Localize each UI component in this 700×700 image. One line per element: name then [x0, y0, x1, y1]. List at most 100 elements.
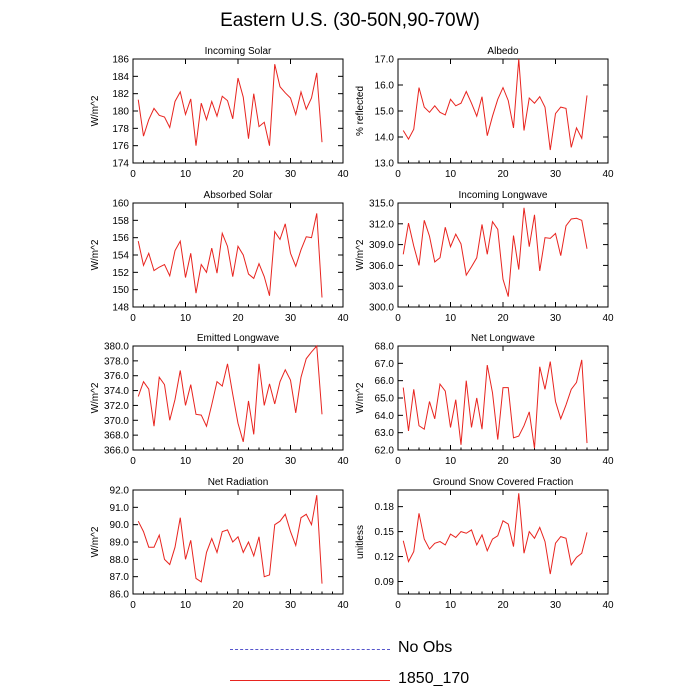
data-point	[195, 578, 196, 579]
data-point	[138, 99, 139, 100]
y-tick-label: 65.0	[375, 394, 395, 405]
data-point	[450, 427, 451, 428]
data-point	[232, 394, 233, 395]
x-tick-label: 0	[395, 456, 401, 467]
y-tick-label: 13.0	[375, 159, 395, 170]
data-point	[408, 430, 409, 431]
series-line-1850_170	[137, 495, 323, 584]
y-tick-label: 300.0	[369, 303, 394, 314]
y-tick-label: 186	[112, 55, 129, 66]
y-tick-label: 160	[112, 199, 129, 210]
data-point	[190, 540, 191, 541]
data-point	[424, 429, 425, 430]
data-point	[258, 263, 259, 264]
data-point	[523, 425, 524, 426]
y-tick-label: 92.0	[110, 486, 130, 497]
y-tick-label: 66.0	[375, 376, 395, 387]
x-tick-label: 10	[180, 456, 192, 467]
x-tick-label: 30	[550, 313, 562, 324]
data-point	[185, 405, 186, 406]
data-point	[481, 429, 482, 430]
data-point	[555, 113, 556, 114]
data-point	[185, 559, 186, 560]
data-point	[476, 544, 477, 545]
data-point	[550, 573, 551, 574]
data-point	[258, 363, 259, 364]
data-point	[311, 351, 312, 352]
data-point	[413, 551, 414, 552]
data-point	[424, 220, 425, 221]
panel-albedo: Albedo 0 10 20 30 40 13.0 14.0 15.0 16.0 17.0 % ref…	[355, 46, 614, 180]
data-point	[523, 207, 524, 208]
y-tick-label: 380.0	[104, 342, 129, 353]
panel-title: Emitted Longwave	[197, 333, 280, 344]
data-point	[143, 531, 144, 532]
data-point	[492, 538, 493, 539]
data-point	[258, 536, 259, 537]
x-tick-label: 10	[445, 313, 457, 324]
series-line-1850_170	[137, 344, 323, 442]
data-point	[306, 236, 307, 237]
panel-incoming-longwave: Incoming Longwave 0 10 20 30 40 300.0 303.0 306.…	[355, 190, 614, 324]
data-point	[466, 533, 467, 534]
data-point	[253, 278, 254, 279]
data-point	[581, 359, 582, 360]
data-point	[466, 91, 467, 92]
y-tick-label: 156	[112, 233, 129, 244]
data-point	[279, 86, 280, 87]
data-point	[321, 583, 322, 584]
x-tick-label: 0	[395, 313, 401, 324]
y-axis-label: unitless	[355, 525, 366, 559]
data-point	[529, 411, 530, 412]
y-tick-label: 89.0	[110, 538, 130, 549]
data-point	[571, 218, 572, 219]
y-tick-label: 376.0	[104, 371, 129, 382]
x-tick-label: 10	[180, 169, 192, 180]
data-point	[190, 253, 191, 254]
data-point	[279, 521, 280, 522]
legend-dashed-line	[230, 649, 390, 650]
data-point	[295, 545, 296, 546]
y-tick-label: 176	[112, 141, 129, 152]
y-tick-label: 62.0	[375, 446, 395, 457]
data-point	[492, 116, 493, 117]
data-point	[174, 101, 175, 102]
data-point	[222, 96, 223, 97]
data-point	[253, 434, 254, 435]
data-point	[274, 524, 275, 525]
y-tick-label: 17.0	[375, 55, 395, 66]
data-point	[565, 538, 566, 539]
series-line-1850_170	[402, 359, 588, 449]
data-point	[306, 514, 307, 515]
data-point	[455, 234, 456, 235]
data-point	[413, 245, 414, 246]
data-point	[434, 105, 435, 106]
x-tick-label: 30	[550, 169, 562, 180]
data-point	[264, 405, 265, 406]
data-point	[518, 269, 519, 270]
data-point	[513, 235, 514, 236]
data-point	[153, 108, 154, 109]
data-point	[497, 99, 498, 100]
panel-net-longwave: Net Longwave 0 10 20 30 40 62.0 63.0 64.0 65.0 66.…	[355, 333, 614, 467]
data-point	[306, 358, 307, 359]
data-point	[269, 145, 270, 146]
data-point	[153, 547, 154, 548]
data-point	[544, 237, 545, 238]
data-point	[523, 130, 524, 131]
data-point	[586, 248, 587, 249]
data-point	[243, 441, 244, 442]
data-point	[222, 386, 223, 387]
data-point	[195, 293, 196, 294]
data-point	[476, 257, 477, 258]
legend-no-obs-label: No Obs	[398, 639, 453, 656]
data-point	[539, 270, 540, 271]
y-tick-label: 370.0	[104, 416, 129, 427]
data-point	[185, 114, 186, 115]
panel-frame	[397, 58, 609, 164]
data-point	[169, 275, 170, 276]
data-point	[403, 540, 404, 541]
data-point	[243, 254, 244, 255]
data-point	[586, 532, 587, 533]
series-line-1850_170	[402, 207, 588, 297]
